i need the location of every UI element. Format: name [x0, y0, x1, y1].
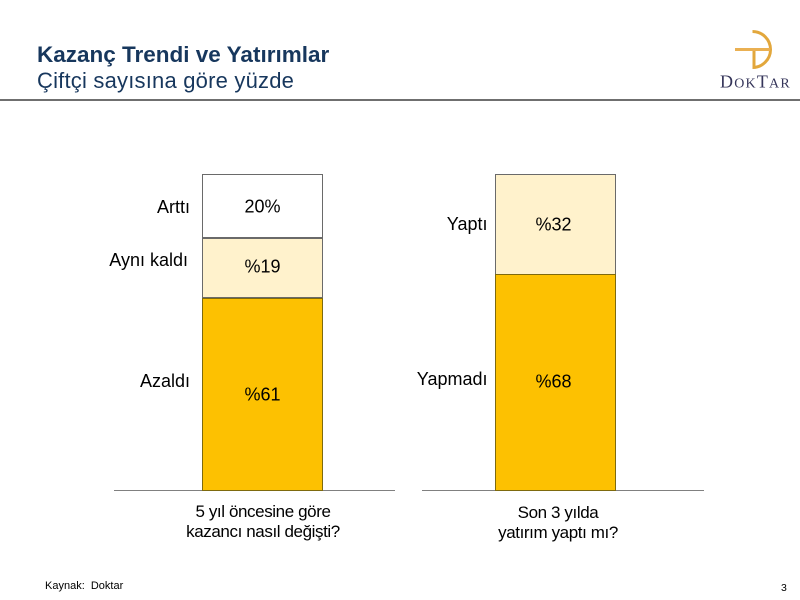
svg-text:DOKTAR: DOKTAR [720, 72, 791, 92]
